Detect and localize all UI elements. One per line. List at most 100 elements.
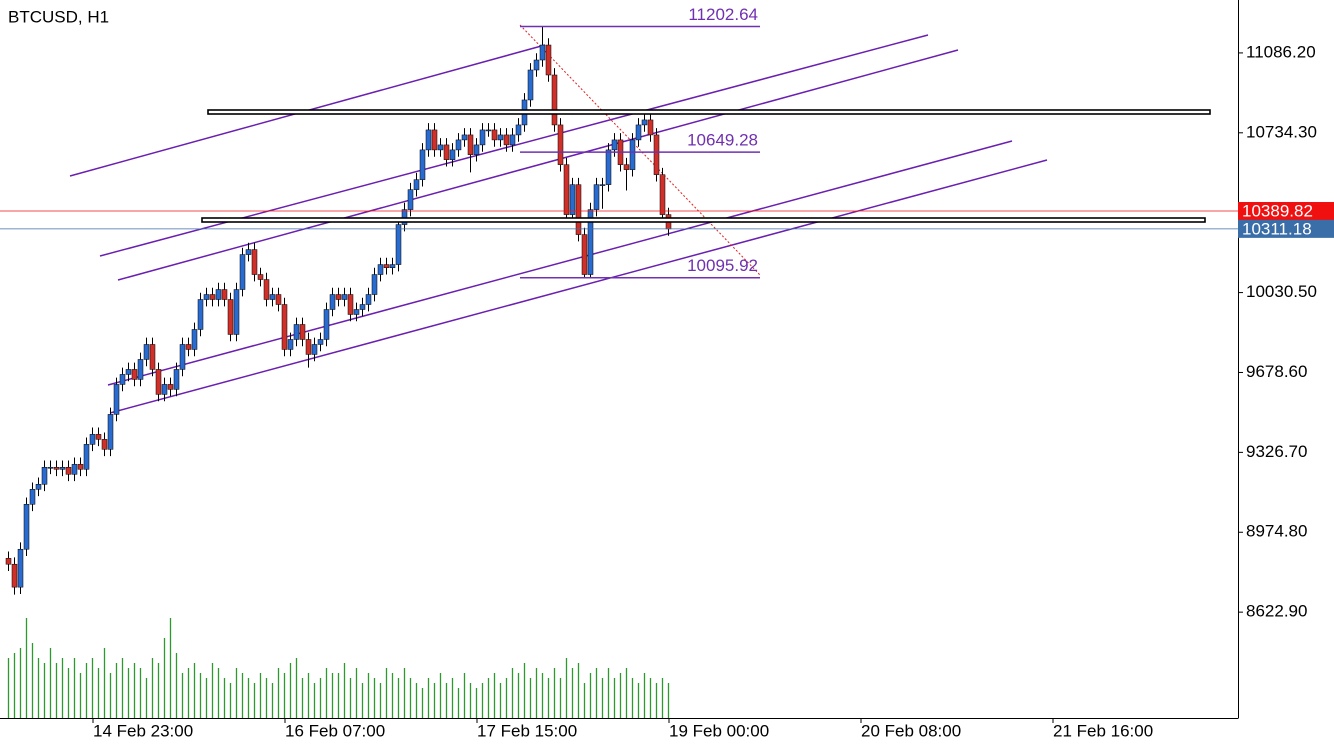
- candle-body: [125, 369, 132, 375]
- price-label: 10311.18: [1242, 219, 1312, 238]
- candle-body: [137, 359, 144, 380]
- x-tick-label: 20 Feb 08:00: [861, 721, 961, 740]
- channel-line: [107, 140, 1013, 386]
- candle-body: [17, 548, 24, 588]
- candle-body: [611, 139, 618, 151]
- candle-body: [155, 369, 162, 395]
- candle-body: [257, 274, 264, 280]
- diagonal-line: [519, 24, 761, 276]
- candle-body: [161, 384, 168, 395]
- candle-body: [347, 294, 354, 315]
- x-tick-label: 16 Feb 07:00: [285, 721, 385, 740]
- candle-body: [317, 339, 324, 345]
- candle-body: [11, 563, 18, 588]
- candle-body: [251, 249, 258, 275]
- candle-body: [587, 209, 594, 275]
- candle-body: [557, 124, 564, 165]
- candle-body: [191, 329, 198, 350]
- candle-body: [203, 294, 210, 300]
- candle-body: [575, 184, 582, 235]
- candle-body: [275, 294, 282, 305]
- candle-body: [215, 289, 222, 300]
- x-tick-label: 17 Feb 15:00: [477, 721, 577, 740]
- candle-body: [83, 444, 90, 470]
- candle-body: [539, 44, 546, 61]
- annotation-label: 10649.28: [687, 131, 758, 150]
- candle-body: [377, 264, 384, 275]
- y-tick-label: 10734.30: [1246, 122, 1317, 141]
- y-tick-label: 8622.90: [1246, 602, 1307, 621]
- annotation-label: 11202.64: [688, 5, 758, 24]
- candle-body: [491, 129, 498, 141]
- candle-body: [5, 558, 12, 565]
- candle-body: [197, 299, 204, 330]
- candle-body: [569, 184, 576, 215]
- candle-body: [71, 464, 78, 475]
- candle-body: [515, 124, 522, 136]
- candle-body: [233, 289, 240, 335]
- candle-body: [581, 234, 588, 275]
- candle-body: [659, 174, 666, 215]
- horizontal-level: [207, 109, 1211, 115]
- candle-body: [179, 344, 186, 370]
- candle-body: [503, 134, 510, 146]
- candle-body: [119, 374, 126, 385]
- y-tick-label: 9326.70: [1246, 442, 1307, 461]
- price-label-box: [1238, 202, 1334, 221]
- candle-body: [23, 504, 30, 550]
- x-tick-label: 19 Feb 00:00: [669, 721, 769, 740]
- candle-body: [293, 324, 300, 340]
- candle-body: [563, 164, 570, 215]
- candle-body: [227, 299, 234, 335]
- candle-body: [485, 129, 492, 132]
- candle-body: [53, 467, 60, 470]
- candle-body: [635, 124, 642, 141]
- candle-body: [185, 344, 192, 350]
- candle-body: [401, 209, 408, 225]
- candle-body: [407, 189, 414, 210]
- candle-body: [65, 467, 72, 475]
- x-tick-label: 14 Feb 23:00: [93, 721, 193, 740]
- x-tick-label: 21 Feb 16:00: [1053, 721, 1153, 740]
- candle-body: [341, 294, 348, 300]
- candle-body: [431, 129, 438, 151]
- chart-title: BTCUSD, H1: [8, 7, 109, 26]
- candle-body: [509, 134, 516, 146]
- candle-body: [77, 464, 84, 470]
- candle-body: [479, 129, 486, 146]
- candle-body: [395, 224, 402, 265]
- candle-body: [323, 309, 330, 340]
- horizontal-level: [201, 217, 1206, 223]
- candle-body: [149, 344, 156, 370]
- y-tick-label: 8974.80: [1246, 522, 1307, 541]
- candle-body: [425, 129, 432, 151]
- candle-body: [305, 339, 312, 355]
- candle-body: [599, 184, 606, 186]
- candle-body: [545, 44, 552, 76]
- candle-body: [353, 309, 360, 315]
- candle-body: [29, 489, 36, 505]
- candle-body: [383, 264, 390, 268]
- annotation-label: 10095.92: [687, 256, 758, 275]
- candle-body: [281, 304, 288, 350]
- channel-line: [99, 34, 929, 257]
- candle-body: [287, 339, 294, 350]
- candle-body: [41, 467, 48, 485]
- candle-body: [437, 144, 444, 151]
- candle-body: [167, 384, 174, 390]
- price-label-box: [1238, 219, 1334, 238]
- candle-body: [449, 149, 456, 160]
- candle-body: [113, 384, 120, 415]
- candle-body: [413, 179, 420, 190]
- candle-body: [497, 134, 504, 141]
- candle-body: [209, 294, 216, 300]
- candle-body: [605, 149, 612, 185]
- candle-body: [101, 439, 108, 450]
- candle-body: [263, 279, 270, 300]
- candle-body: [623, 164, 630, 170]
- candle-body: [359, 304, 366, 310]
- candle-body: [143, 344, 150, 360]
- candle-body: [461, 134, 468, 141]
- candle-body: [47, 467, 54, 469]
